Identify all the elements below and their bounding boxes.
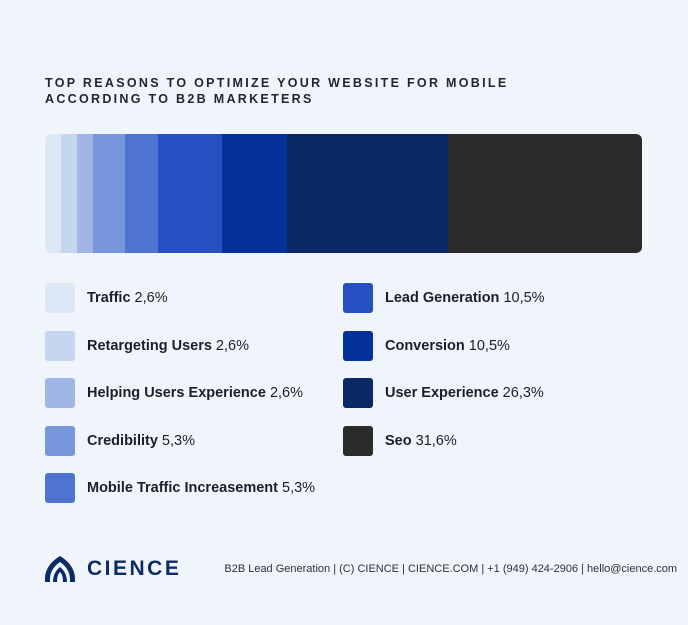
bar-segment-credibility	[92, 134, 126, 253]
bar-segment-retargeting-users	[60, 134, 77, 253]
footer: CIENCE B2B Lead Generation | (C) CIENCE …	[42, 551, 677, 587]
chart-title: TOP REASONS TO OPTIMIZE YOUR WEBSITE FOR…	[45, 76, 605, 107]
legend-swatch	[343, 425, 373, 456]
bar-segment-user-experience	[286, 134, 449, 253]
legend-label: Lead Generation 10,5%	[385, 290, 545, 306]
cience-mark-icon	[45, 556, 75, 582]
legend-category: Conversion	[385, 337, 465, 354]
legend-item-mobile-traffic-increasement: Mobile Traffic Increasement 5,3%	[45, 473, 315, 503]
legend-label: Traffic 2,6%	[87, 290, 168, 306]
legend-label: Retargeting Users 2,6%	[87, 338, 249, 354]
legend-value: 2,6%	[265, 385, 304, 401]
bar-segment-mobile-traffic-increasement	[125, 134, 158, 253]
legend-swatch	[343, 283, 373, 313]
bar-segment-lead-generation	[157, 134, 223, 253]
legend-category: User Experience	[385, 385, 499, 401]
legend-value: 26,3%	[498, 385, 544, 401]
cience-logo: CIENCE	[42, 553, 181, 585]
legend-category: Seo	[385, 432, 412, 449]
legend-category: Traffic	[87, 290, 131, 306]
legend-value: 2,6%	[211, 337, 249, 354]
legend-item-lead-generation: Lead Generation 10,5%	[343, 283, 545, 313]
legend-category: Helping Users Experience	[87, 385, 266, 401]
bar-segment-seo	[448, 134, 642, 253]
chart-title-line-1: TOP REASONS TO OPTIMIZE YOUR WEBSITE FOR…	[45, 76, 509, 90]
legend-value: 5,3%	[277, 480, 316, 496]
legend-item-conversion: Conversion 10,5%	[343, 330, 510, 361]
legend-value: 5,3%	[157, 432, 195, 449]
legend-item-seo: Seo 31,6%	[343, 425, 457, 456]
legend-category: Lead Generation	[385, 290, 500, 306]
legend-label: Helping Users Experience 2,6%	[87, 385, 303, 401]
legend-item-user-experience: User Experience 26,3%	[343, 378, 544, 408]
legend-label: User Experience 26,3%	[385, 385, 544, 401]
legend-label: Mobile Traffic Increasement 5,3%	[87, 480, 315, 496]
logo-text: CIENCE	[87, 557, 182, 580]
footer-contact: B2B Lead Generation | (C) CIENCE | CIENC…	[224, 563, 678, 575]
legend-swatch	[45, 425, 75, 456]
legend-item-traffic: Traffic 2,6%	[45, 283, 168, 313]
legend-item-retargeting-users: Retargeting Users 2,6%	[45, 330, 249, 361]
legend-swatch	[343, 330, 373, 361]
legend-label: Conversion 10,5%	[385, 338, 510, 354]
stacked-bar	[45, 134, 642, 253]
legend-swatch	[45, 283, 75, 313]
bar-segment-helping-users-experience	[76, 134, 93, 253]
legend-value: 10,5%	[464, 337, 510, 354]
legend-value: 2,6%	[130, 290, 168, 306]
chart-title-line-2: ACCORDING TO B2B MARKETERS	[45, 91, 314, 106]
bar-segment-conversion	[222, 134, 287, 253]
legend-value: 10,5%	[499, 290, 545, 306]
legend-swatch	[343, 378, 373, 408]
legend-label: Seo 31,6%	[385, 433, 457, 449]
legend-value: 31,6%	[411, 432, 457, 449]
legend-swatch	[45, 330, 75, 361]
legend-swatch	[45, 378, 75, 408]
legend-category: Credibility	[87, 432, 158, 449]
legend-label: Credibility 5,3%	[87, 433, 195, 449]
legend-item-helping-users-experience: Helping Users Experience 2,6%	[45, 378, 303, 408]
legend-category: Mobile Traffic Increasement	[87, 480, 278, 496]
legend-category: Retargeting Users	[87, 337, 212, 354]
legend-swatch	[45, 473, 75, 503]
bar-segment-traffic	[45, 134, 61, 253]
legend-item-credibility: Credibility 5,3%	[45, 425, 195, 456]
